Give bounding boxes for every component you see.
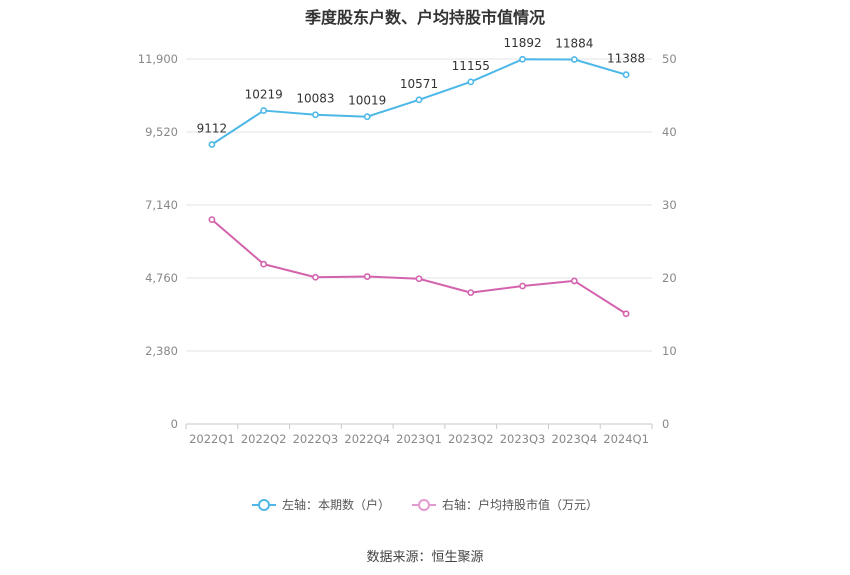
data-label: 11892 (503, 36, 541, 50)
left-axis-tick-label: 0 (171, 417, 178, 431)
data-point (260, 107, 268, 114)
series-line-avg-value (211, 218, 627, 315)
right-axis-tick-label: 20 (662, 271, 677, 285)
data-point (363, 273, 371, 280)
data-point (622, 310, 630, 318)
data-label: 10571 (400, 77, 438, 91)
legend-item-households[interactable]: 左轴：本期数（户） (251, 496, 390, 513)
legend-marker-avg-value (412, 498, 436, 512)
legend-marker-households (251, 498, 276, 512)
chart-title: 季度股东户数、户均持股市值情况 (304, 8, 545, 27)
data-point (415, 96, 423, 104)
data-point (208, 216, 216, 223)
x-axis-tick-label: 2023Q3 (500, 432, 546, 446)
data-point (312, 111, 319, 119)
left-axis-tick-label: 9,520 (145, 125, 178, 139)
data-point (260, 260, 268, 268)
legend-label-avg-value: 右轴：户均持股市值（万元） (442, 498, 599, 512)
legend-label-households: 左轴：本期数（户） (281, 498, 390, 512)
right-axis-tick-label: 30 (662, 198, 677, 212)
data-label: 11155 (452, 59, 490, 73)
left-axis-tick-label: 11,900 (138, 52, 178, 66)
data-label: 11884 (555, 36, 593, 50)
data-point (519, 282, 526, 290)
left-axis-tick-label: 7,140 (145, 198, 178, 212)
x-axis-tick-label: 2023Q1 (396, 432, 442, 446)
legend: 左轴：本期数（户） 右轴：户均持股市值（万元） (0, 496, 850, 513)
data-point (363, 113, 371, 121)
x-axis-tick-label: 2023Q4 (552, 432, 598, 446)
right-axis-tick-label: 10 (662, 344, 677, 358)
x-axis-tick-label: 2023Q2 (448, 432, 494, 446)
data-point (415, 275, 423, 283)
data-point (519, 55, 526, 63)
data-label: 10219 (245, 88, 283, 102)
right-axis-tick-label: 50 (662, 52, 677, 66)
x-axis-tick-label: 2022Q4 (344, 432, 390, 446)
data-point (208, 141, 216, 148)
data-point (467, 289, 475, 296)
left-axis-tick-label: 2,380 (145, 344, 178, 358)
left-axis-tick-label: 4,760 (145, 271, 178, 285)
data-point (467, 78, 475, 86)
source-note: 数据来源：恒生聚源 (366, 550, 484, 565)
data-label: 10019 (348, 94, 386, 108)
x-axis-tick-label: 2024Q1 (603, 432, 649, 446)
right-axis-tick-label: 0 (662, 417, 669, 431)
data-point (570, 277, 578, 285)
x-axis-tick-label: 2022Q3 (293, 432, 339, 446)
legend-item-avg-value[interactable]: 右轴：户均持股市值（万元） (412, 496, 598, 513)
x-axis-tick-label: 2022Q1 (189, 432, 235, 446)
x-axis-tick-label: 2022Q2 (241, 432, 287, 446)
data-point (622, 71, 630, 79)
data-point (570, 56, 578, 63)
data-label: 11388 (607, 52, 645, 66)
right-axis-tick-label: 40 (662, 125, 677, 139)
data-label: 9112 (197, 122, 228, 136)
data-label: 10083 (296, 92, 334, 106)
data-point (312, 273, 319, 281)
